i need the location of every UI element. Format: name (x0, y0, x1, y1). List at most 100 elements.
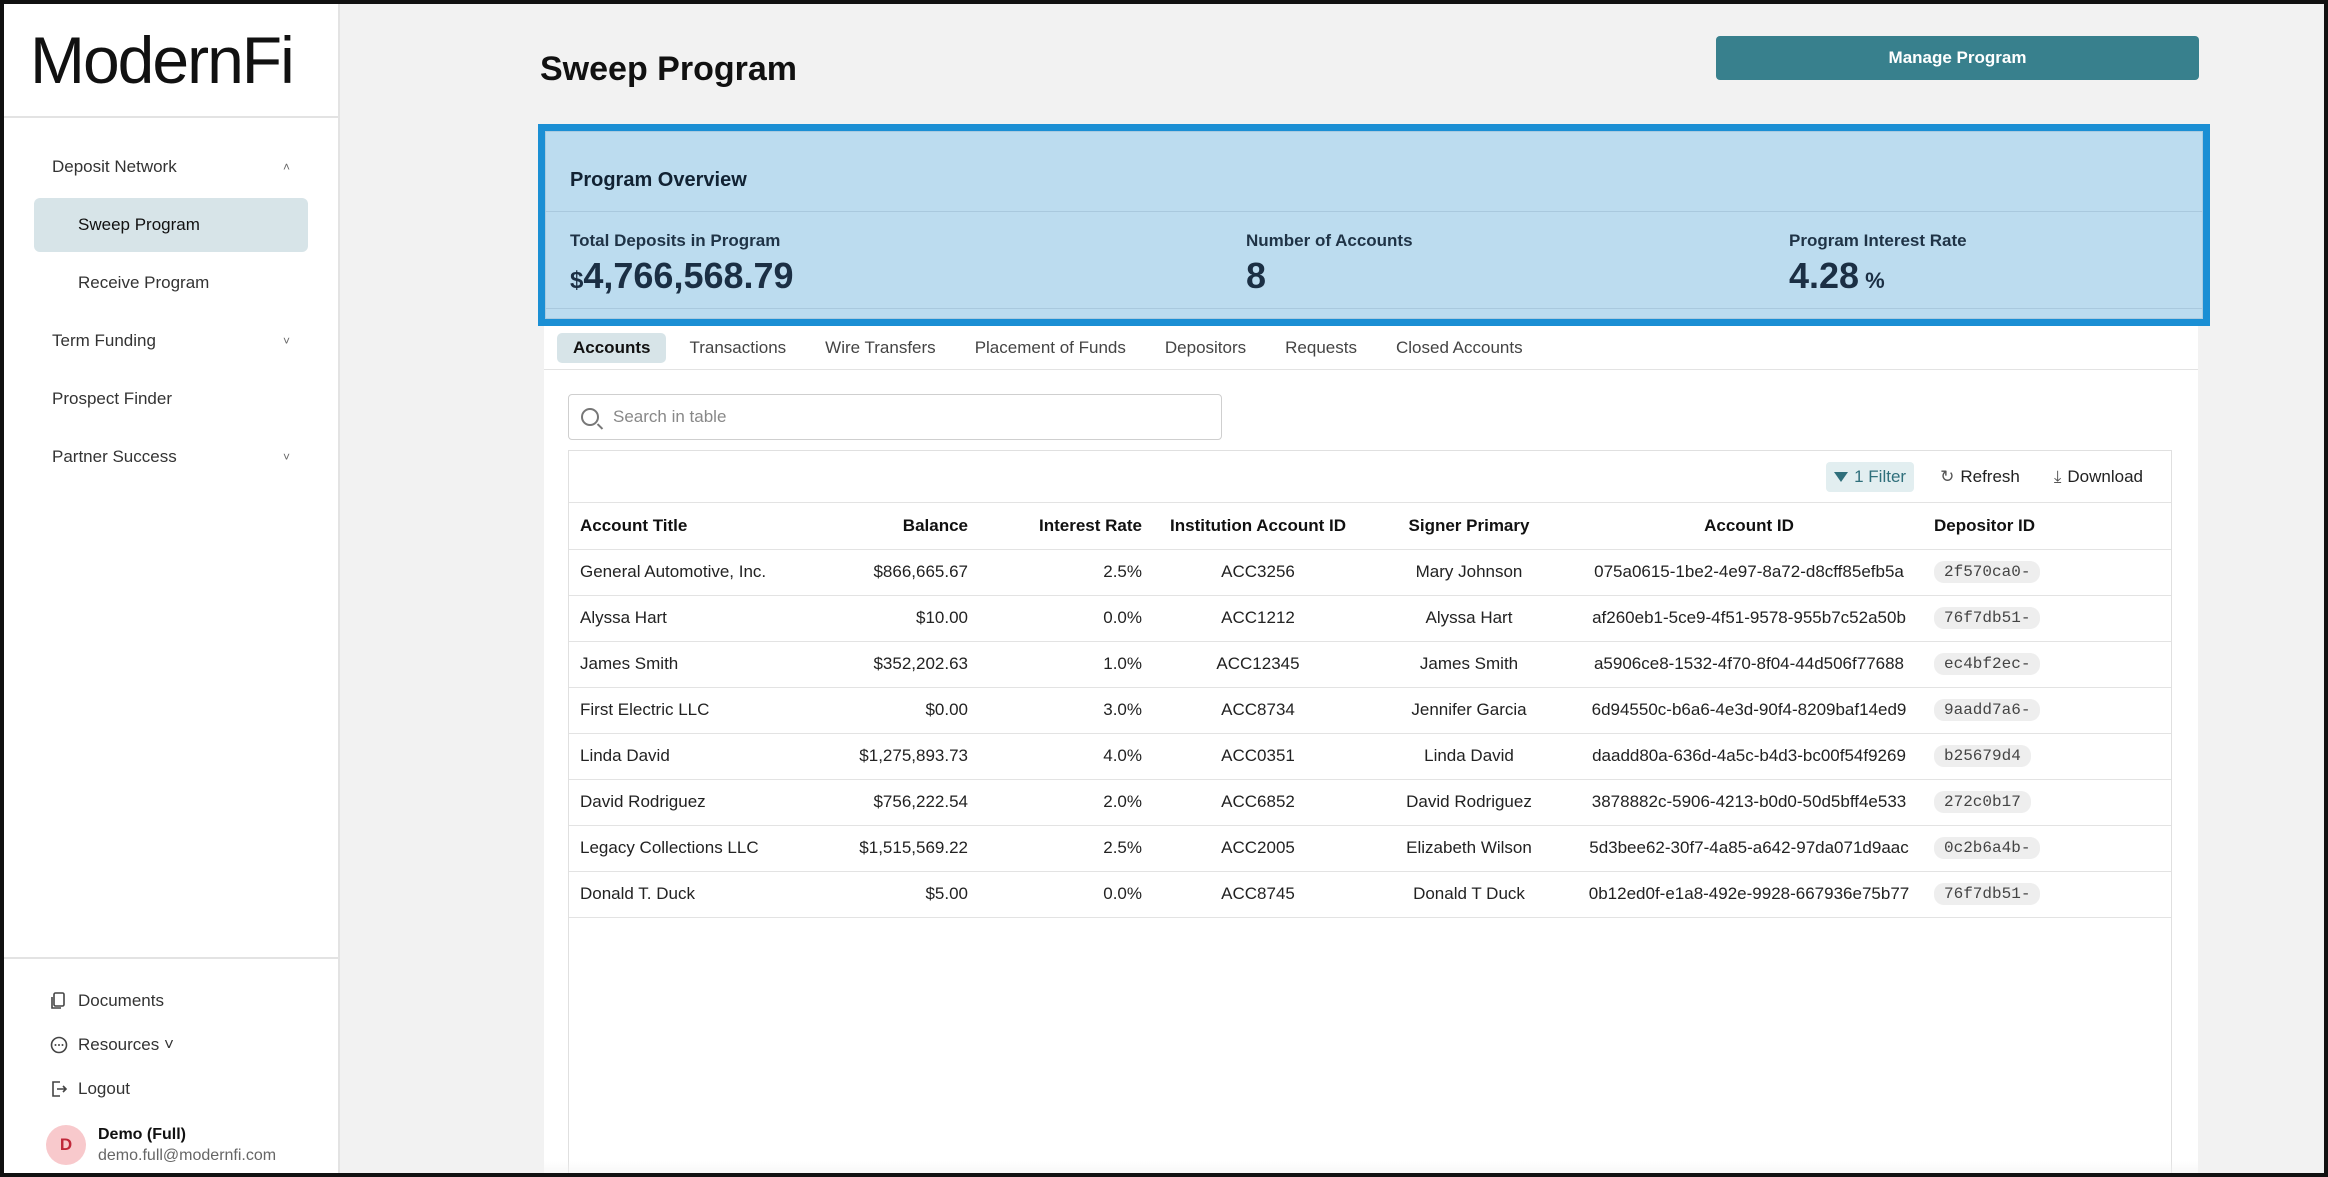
refresh-button[interactable]: ↻ Refresh (1932, 462, 2028, 492)
user-name: Demo (Full) (98, 1125, 186, 1143)
signer-primary-cell: Linda David (1363, 733, 1575, 780)
download-label: Download (2067, 466, 2143, 486)
user-profile[interactable]: D Demo (Full) demo.full@modernfi.com (4, 1125, 338, 1165)
tab-placement-of-funds[interactable]: Placement of Funds (974, 337, 1126, 357)
signer-primary-cell: Elizabeth Wilson (1363, 825, 1575, 872)
tab-closed-accounts[interactable]: Closed Accounts (1395, 337, 1523, 357)
account-id-cell: 6d94550c-b6a6-4e3d-90f4-8209baf14ed9 (1575, 687, 1923, 734)
balance-cell: $756,222.54 (819, 779, 979, 826)
balance-cell: $1,275,893.73 (819, 733, 979, 780)
tab-bar: Accounts Transactions Wire Transfers Pla… (544, 326, 2198, 370)
sidebar: ModernFi Deposit Network ˄ Sweep Program… (4, 4, 340, 1173)
balance-cell: $10.00 (819, 595, 979, 642)
sidebar-item-prospect-finder[interactable]: Prospect Finder (34, 372, 308, 426)
tab-requests[interactable]: Requests (1285, 337, 1357, 357)
table-row[interactable]: Alyssa Hart $10.00 0.0% ACC1212 Alyssa Hart a… (569, 595, 2171, 642)
table-row[interactable]: David Rodriguez $756,222.54 2.0% ACC6852 Dav… (569, 779, 2171, 826)
depositor-id-cell: 76f7db51- (1923, 595, 2171, 642)
institution-account-id-cell: ACC12345 (1153, 641, 1363, 688)
depositor-id-pill: b25679d4 (1934, 745, 2031, 767)
account-id-cell: 0b12ed0f-e1a8-492e-9928-667936e75b77 (1575, 871, 1923, 918)
table-toolbar: 1 Filter ↻ Refresh ⤓ Download (569, 451, 2171, 503)
resources-link[interactable]: Resources ˅ (4, 1023, 338, 1067)
sidebar-item-term-funding[interactable]: Term Funding ˅ (34, 314, 308, 368)
account-title-cell: James Smith (569, 641, 819, 688)
accounts-content: Accounts Transactions Wire Transfers Pla… (544, 326, 2198, 1173)
currency-symbol: $ (570, 267, 584, 294)
institution-account-id-cell: ACC1212 (1153, 595, 1363, 642)
sidebar-item-receive-program[interactable]: Receive Program (34, 256, 308, 310)
account-id-cell: daadd80a-636d-4a5c-b4d3-bc00f54f9269 (1575, 733, 1923, 780)
sidebar-item-partner-success[interactable]: Partner Success ˅ (34, 430, 308, 484)
signer-primary-cell: David Rodriguez (1363, 779, 1575, 826)
depositor-id-cell: 2f570ca0- (1923, 549, 2171, 596)
interest-rate-cell: 2.5% (979, 549, 1153, 596)
account-title-cell: David Rodriguez (569, 779, 819, 826)
balance-cell: $5.00 (819, 871, 979, 918)
tab-transactions[interactable]: Transactions (689, 337, 787, 357)
search-input[interactable] (613, 407, 1173, 427)
sidebar-nav: Deposit Network ˄ Sweep Program Receive … (4, 118, 338, 484)
download-button[interactable]: ⤓ Download (2046, 462, 2151, 492)
tab-accounts[interactable]: Accounts (557, 332, 667, 363)
sidebar-item-label: Sweep Program (78, 215, 200, 234)
depositor-id-pill: 76f7db51- (1934, 883, 2041, 905)
signer-primary-cell: Mary Johnson (1363, 549, 1575, 596)
table-row[interactable]: Donald T. Duck $5.00 0.0% ACC8745 Donald T D… (569, 871, 2171, 918)
depositor-id-cell: ec4bf2ec- (1923, 641, 2171, 688)
refresh-label: Refresh (1960, 466, 2020, 486)
column-header-balance[interactable]: Balance (819, 503, 979, 550)
interest-rate-cell: 1.0% (979, 641, 1153, 688)
table-row[interactable]: Linda David $1,275,893.73 4.0% ACC0351 Linda… (569, 733, 2171, 780)
account-title-cell: Alyssa Hart (569, 595, 819, 642)
stat-interest-rate: Program Interest Rate 4.28% (1789, 231, 1967, 297)
depositor-id-pill: 0c2b6a4b- (1934, 837, 2041, 859)
sidebar-item-sweep-program[interactable]: Sweep Program (34, 198, 308, 252)
interest-rate-cell: 2.0% (979, 779, 1153, 826)
account-title-cell: Linda David (569, 733, 819, 780)
documents-link[interactable]: Documents (4, 979, 338, 1023)
percent-symbol: % (1865, 268, 1885, 293)
sidebar-item-label: Prospect Finder (52, 389, 172, 408)
table-row[interactable]: General Automotive, Inc. $866,665.67 2.5% A… (569, 549, 2171, 596)
interest-rate-cell: 4.0% (979, 733, 1153, 780)
logout-link[interactable]: Logout (4, 1067, 338, 1111)
institution-account-id-cell: ACC8734 (1153, 687, 1363, 734)
column-header-account-id[interactable]: Account ID (1575, 503, 1923, 550)
manage-program-button[interactable]: Manage Program (1716, 36, 2199, 80)
column-header-account-title[interactable]: Account Title (569, 503, 819, 550)
stat-total-deposits: Total Deposits in Program $4,766,568.79 (570, 231, 794, 297)
column-header-depositor-id[interactable]: Depositor ID (1923, 503, 2171, 550)
institution-account-id-cell: ACC2005 (1153, 825, 1363, 872)
column-header-interest-rate[interactable]: Interest Rate (979, 503, 1153, 550)
interest-rate-cell: 0.0% (979, 871, 1153, 918)
documents-label: Documents (78, 991, 164, 1010)
tab-wire-transfers[interactable]: Wire Transfers (825, 337, 936, 357)
column-header-signer-primary[interactable]: Signer Primary (1363, 503, 1575, 550)
sidebar-item-label: Partner Success (52, 447, 177, 466)
signer-primary-cell: Alyssa Hart (1363, 595, 1575, 642)
table-row[interactable]: James Smith $352,202.63 1.0% ACC12345 James … (569, 641, 2171, 688)
table-header-row: Account Title Balance Interest Rate Inst… (569, 503, 2171, 550)
column-header-institution-account-id[interactable]: Institution Account ID (1153, 503, 1363, 550)
balance-cell: $1,515,569.22 (819, 825, 979, 872)
total-deposits-value: 4,766,568.79 (583, 255, 794, 296)
stat-number-of-accounts: Number of Accounts 8 (1246, 231, 1413, 297)
search-icon (581, 408, 599, 426)
stat-label: Number of Accounts (1246, 231, 1413, 250)
sidebar-item-deposit-network[interactable]: Deposit Network ˄ (34, 140, 308, 194)
resources-label: Resources ˅ (78, 1035, 174, 1054)
content-fade (544, 1161, 2198, 1173)
table-row[interactable]: Legacy Collections LLC $1,515,569.22 2.5% A… (569, 825, 2171, 872)
signer-primary-cell: James Smith (1363, 641, 1575, 688)
chevron-down-icon: ˅ (282, 334, 290, 348)
filter-button[interactable]: 1 Filter (1826, 461, 1915, 492)
search-box[interactable] (568, 394, 1222, 440)
account-id-cell: 5d3bee62-30f7-4a85-a642-97da071d9aac (1575, 825, 1923, 872)
account-title-cell: Legacy Collections LLC (569, 825, 819, 872)
table-row[interactable]: First Electric LLC $0.00 3.0% ACC8734 Jennif… (569, 687, 2171, 734)
account-id-cell: 075a0615-1be2-4e97-8a72-d8cff85efb5a (1575, 549, 1923, 596)
depositor-id-pill: 2f570ca0- (1934, 561, 2041, 583)
tab-depositors[interactable]: Depositors (1164, 337, 1247, 357)
